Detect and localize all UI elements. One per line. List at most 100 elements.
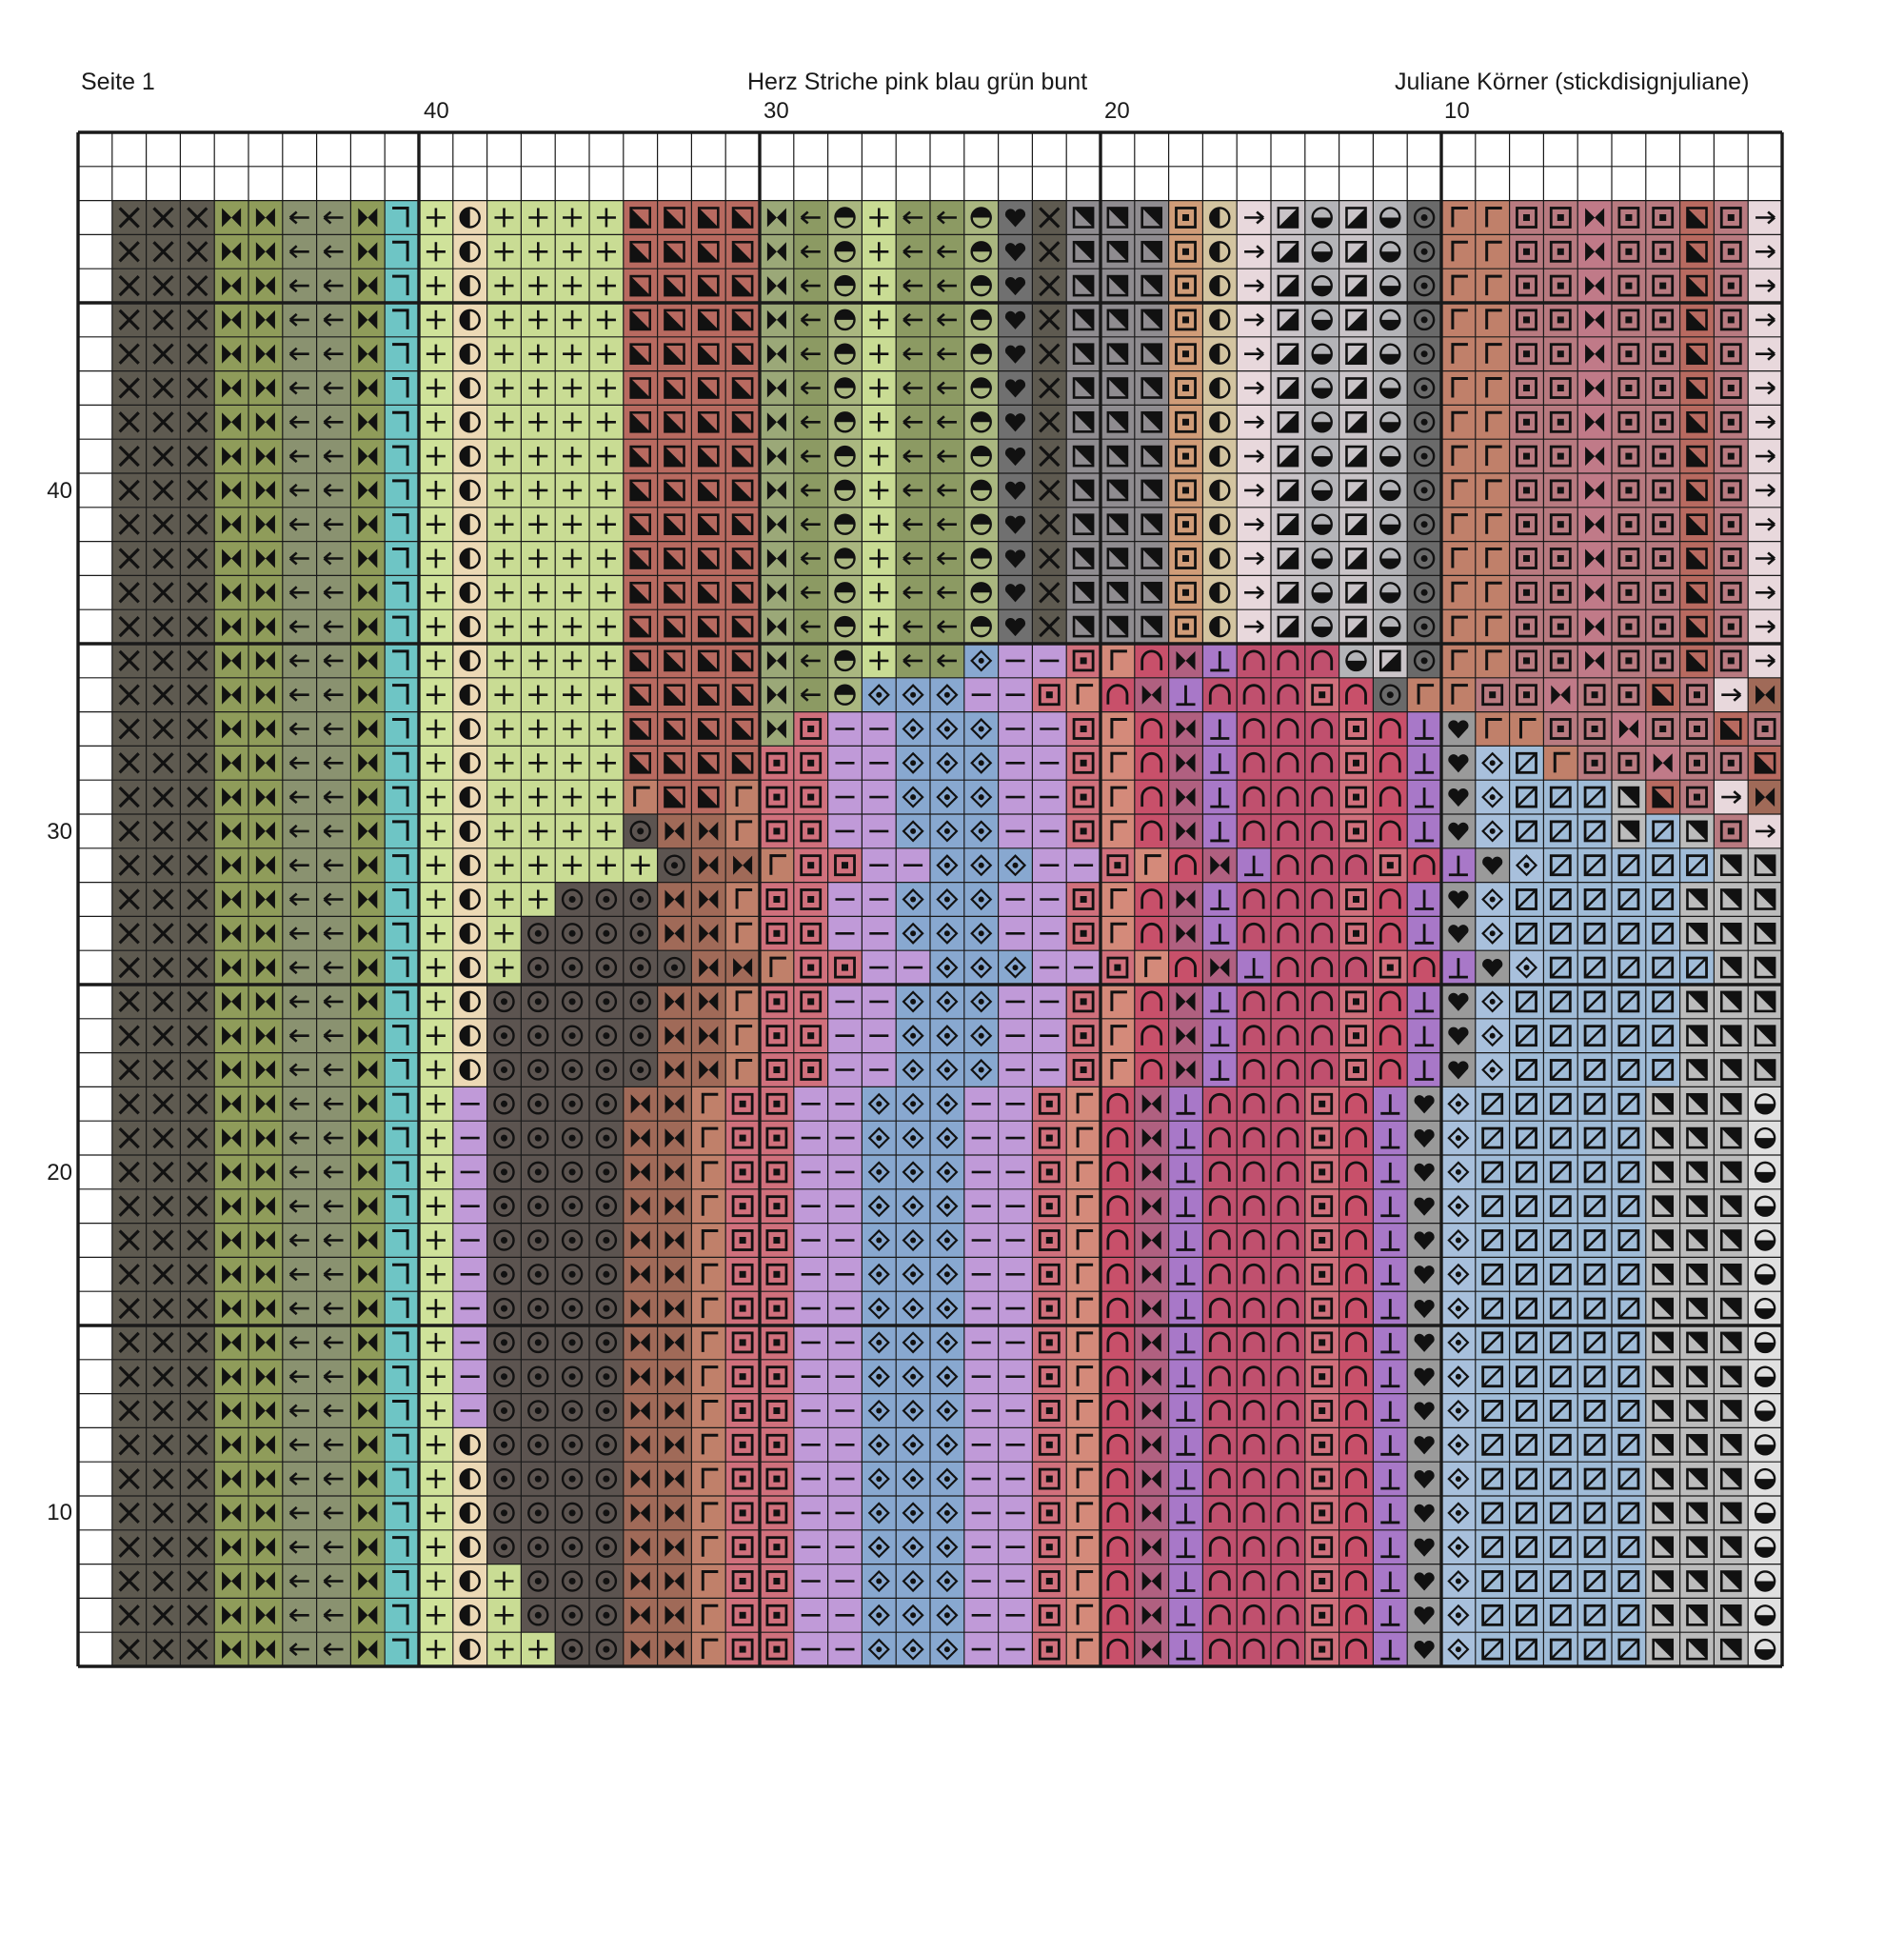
stitch-cell bbox=[111, 1121, 147, 1155]
stitch-cell bbox=[1237, 1359, 1271, 1394]
stitch-cell bbox=[1543, 814, 1578, 848]
stitch-cell bbox=[1237, 200, 1271, 235]
stitch-cell bbox=[1748, 1188, 1782, 1224]
stitch-cell bbox=[1271, 677, 1305, 712]
stitch-cell bbox=[486, 473, 522, 508]
stitch-cell bbox=[419, 1598, 453, 1633]
stitch-cell bbox=[452, 1462, 487, 1496]
stitch-cell bbox=[827, 405, 863, 440]
stitch-cell bbox=[1475, 1393, 1510, 1428]
stitch-cell bbox=[1577, 609, 1612, 644]
stitch-cell bbox=[1612, 985, 1646, 1019]
stitch-cell bbox=[896, 814, 930, 848]
stitch-cell bbox=[1134, 507, 1169, 542]
stitch-cell bbox=[1577, 200, 1612, 235]
stitch-cell bbox=[1475, 1359, 1510, 1394]
stitch-cell bbox=[316, 1155, 351, 1189]
stitch-cell bbox=[146, 847, 181, 883]
stitch-cell bbox=[419, 711, 453, 747]
stitch-cell bbox=[1032, 1462, 1067, 1496]
stitch-cell bbox=[180, 370, 215, 406]
stitch-cell bbox=[1304, 847, 1339, 883]
stitch-cell bbox=[760, 677, 794, 712]
empty-cell bbox=[1577, 166, 1612, 201]
stitch-cell bbox=[282, 780, 317, 814]
stitch-cell bbox=[793, 950, 828, 985]
empty-cell bbox=[486, 166, 522, 201]
stitch-cell bbox=[930, 814, 964, 848]
stitch-cell bbox=[1237, 473, 1271, 508]
stitch-cell bbox=[214, 439, 248, 473]
empty-cell bbox=[248, 132, 283, 167]
stitch-cell bbox=[214, 1632, 248, 1666]
stitch-cell bbox=[385, 1018, 419, 1053]
stitch-cell bbox=[419, 1462, 453, 1496]
stitch-cell bbox=[1101, 950, 1135, 985]
stitch-cell bbox=[760, 1291, 794, 1325]
stitch-cell bbox=[282, 1257, 317, 1292]
stitch-cell bbox=[1577, 1188, 1612, 1224]
stitch-cell bbox=[1101, 985, 1135, 1019]
stitch-cell bbox=[248, 1018, 283, 1053]
stitch-cell bbox=[1304, 916, 1339, 951]
stitch-cell bbox=[1202, 1462, 1238, 1496]
stitch-cell bbox=[486, 1325, 522, 1360]
stitch-cell bbox=[1441, 303, 1476, 337]
stitch-cell bbox=[248, 269, 283, 303]
stitch-cell bbox=[1612, 303, 1646, 337]
stitch-cell bbox=[1202, 644, 1238, 678]
stitch-cell bbox=[180, 1598, 215, 1633]
stitch-cell bbox=[1612, 541, 1646, 576]
stitch-cell bbox=[1168, 575, 1203, 610]
stitch-cell bbox=[1066, 541, 1101, 576]
stitch-cell bbox=[1202, 1052, 1238, 1087]
stitch-cell bbox=[1407, 1529, 1441, 1564]
stitch-cell bbox=[1237, 439, 1271, 473]
stitch-cell bbox=[1134, 1462, 1169, 1496]
stitch-cell bbox=[316, 1018, 351, 1053]
stitch-cell bbox=[1441, 609, 1476, 644]
empty-cell bbox=[78, 1632, 112, 1666]
stitch-cell bbox=[998, 1325, 1033, 1360]
stitch-cell bbox=[827, 303, 863, 337]
stitch-cell bbox=[589, 541, 624, 576]
stitch-cell bbox=[214, 200, 248, 235]
stitch-cell bbox=[1407, 336, 1441, 371]
stitch-cell bbox=[1066, 1462, 1101, 1496]
stitch-cell bbox=[180, 1188, 215, 1224]
empty-cell bbox=[930, 166, 964, 201]
stitch-cell bbox=[691, 916, 726, 951]
stitch-cell bbox=[1339, 575, 1374, 610]
stitch-cell bbox=[214, 1427, 248, 1463]
stitch-cell bbox=[793, 882, 828, 917]
stitch-cell bbox=[1304, 1462, 1339, 1496]
empty-cell bbox=[316, 166, 351, 201]
stitch-cell bbox=[623, 1325, 658, 1360]
stitch-cell bbox=[214, 507, 248, 542]
stitch-cell bbox=[350, 609, 386, 644]
stitch-cell bbox=[146, 780, 181, 814]
stitch-cell bbox=[486, 985, 522, 1019]
stitch-cell bbox=[725, 1086, 760, 1122]
stitch-cell bbox=[963, 1325, 999, 1360]
empty-cell bbox=[1168, 132, 1203, 167]
stitch-cell bbox=[1134, 1632, 1169, 1666]
stitch-cell bbox=[1577, 1325, 1612, 1360]
stitch-cell bbox=[1441, 950, 1476, 985]
stitch-cell bbox=[1543, 1155, 1578, 1189]
stitch-cell bbox=[1748, 1155, 1782, 1189]
stitch-cell bbox=[1373, 609, 1408, 644]
stitch-cell bbox=[1441, 1052, 1476, 1087]
stitch-cell bbox=[930, 370, 964, 406]
stitch-cell bbox=[725, 1223, 760, 1258]
stitch-cell bbox=[760, 1462, 794, 1496]
stitch-cell bbox=[725, 575, 760, 610]
stitch-cell bbox=[1237, 882, 1271, 917]
stitch-cell bbox=[180, 1393, 215, 1428]
stitch-cell bbox=[1373, 1052, 1408, 1087]
stitch-cell bbox=[862, 1018, 897, 1053]
stitch-cell bbox=[419, 746, 453, 781]
stitch-cell bbox=[1168, 609, 1203, 644]
stitch-cell bbox=[589, 370, 624, 406]
stitch-cell bbox=[657, 405, 692, 440]
